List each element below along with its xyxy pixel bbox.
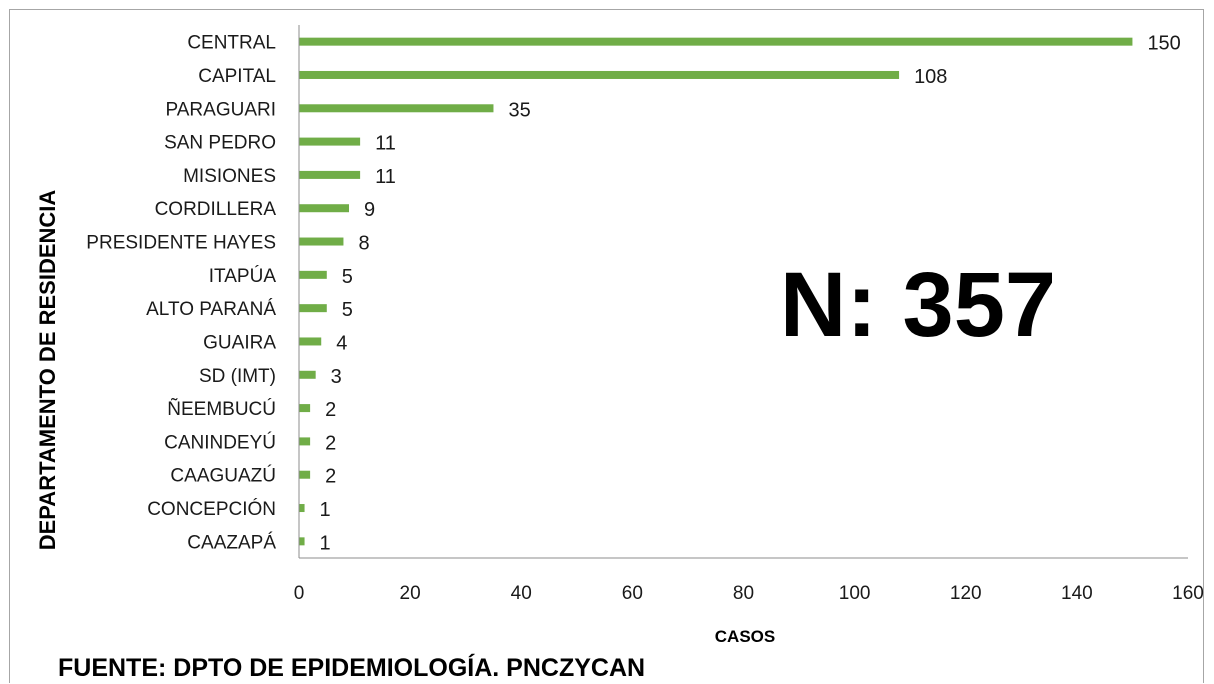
value-label: 8	[358, 233, 369, 255]
x-tick-label: 0	[294, 583, 305, 604]
category-label: ÑEEMBUCÚ	[167, 398, 276, 420]
total-n-annotation: N: 357	[780, 254, 1056, 356]
category-label: ALTO PARANÁ	[146, 299, 276, 320]
category-label: CAAZAPÁ	[187, 532, 276, 553]
bar	[299, 437, 311, 446]
bar	[299, 137, 361, 146]
value-label: 35	[508, 99, 530, 121]
value-label: 2	[325, 399, 336, 421]
value-label: 2	[325, 466, 336, 488]
bar	[299, 237, 344, 246]
x-tick-label: 40	[511, 583, 532, 604]
bar	[299, 370, 316, 379]
x-tick-label: 20	[400, 583, 421, 604]
category-label: CORDILLERA	[155, 199, 277, 220]
value-label: 1	[320, 499, 331, 521]
category-label: ITAPÚA	[209, 265, 277, 287]
category-label: CAPITAL	[198, 66, 276, 87]
category-label: CONCEPCIÓN	[147, 498, 276, 520]
category-label: CAAGUAZÚ	[170, 465, 276, 487]
chart-frame	[9, 9, 1204, 683]
x-tick-label: 80	[733, 583, 754, 604]
value-label: 4	[336, 332, 347, 354]
y-axis-title: DEPARTAMENTO DE RESIDENCIA	[35, 190, 60, 551]
x-tick-label: 160	[1172, 583, 1204, 604]
category-label: PRESIDENTE HAYES	[86, 233, 276, 254]
bar	[299, 304, 327, 313]
value-label: 5	[342, 299, 353, 321]
category-label: GUAIRA	[203, 332, 276, 353]
x-tick-label: 140	[1061, 583, 1093, 604]
value-label: 150	[1147, 33, 1180, 55]
bar	[299, 337, 322, 346]
value-label: 11	[375, 166, 396, 188]
bar	[299, 37, 1133, 46]
bar	[299, 470, 311, 479]
category-label: MISIONES	[183, 166, 276, 187]
value-label: 11	[375, 133, 396, 155]
category-label: CENTRAL	[187, 33, 276, 54]
x-tick-label: 100	[839, 583, 871, 604]
source-footnote: FUENTE: DPTO DE EPIDEMIOLOGÍA. PNCZYCAN	[58, 653, 645, 682]
x-tick-label: 60	[622, 583, 643, 604]
category-label: PARAGUARI	[165, 99, 276, 120]
bars-group	[299, 37, 1133, 546]
bar	[299, 404, 311, 413]
bar	[299, 204, 350, 213]
bar	[299, 70, 900, 79]
bar	[299, 170, 361, 179]
value-label: 1	[320, 532, 331, 554]
bar	[299, 504, 305, 513]
bar	[299, 537, 305, 546]
category-label: SD (IMT)	[199, 366, 276, 387]
value-label: 2	[325, 432, 336, 454]
category-label: CANINDEYÚ	[164, 431, 276, 453]
category-label: SAN PEDRO	[164, 133, 276, 154]
bar	[299, 104, 494, 113]
value-label: 5	[342, 266, 353, 288]
value-label: 9	[364, 199, 375, 221]
value-label: 3	[331, 366, 342, 388]
x-tick-label: 120	[950, 583, 982, 604]
category-labels: CENTRAL CAPITAL PARAGUARI SAN PEDRO MISIONES…	[86, 33, 276, 554]
axes-group	[298, 25, 1188, 559]
bar	[299, 270, 327, 279]
x-axis-title: CASOS	[715, 627, 775, 646]
x-tick-labels: 0 20 40 60 80 100 120 140 160	[294, 583, 1204, 604]
value-label: 108	[914, 66, 947, 88]
